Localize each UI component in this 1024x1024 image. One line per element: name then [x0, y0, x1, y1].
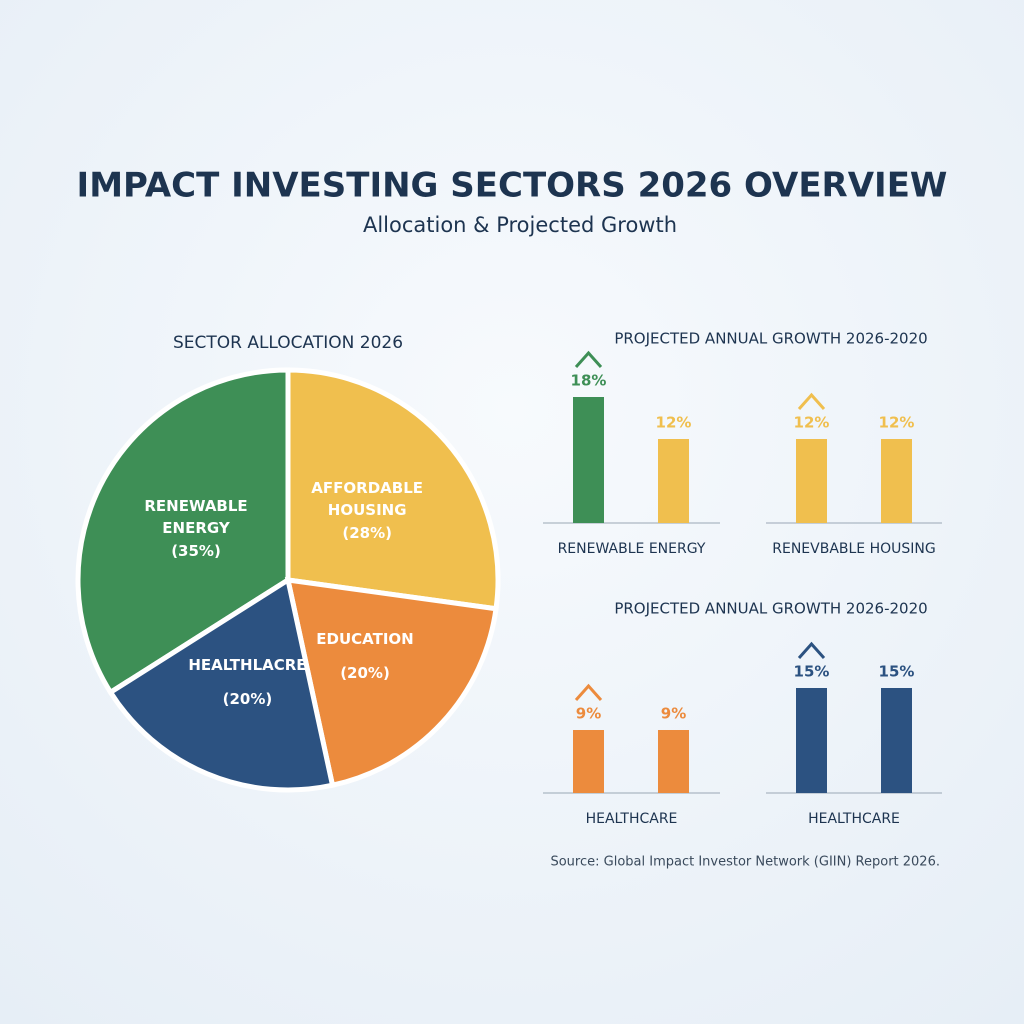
panel-title: PROJECTED ANNUAL GROWTH 2026-2020 [614, 600, 927, 618]
x-label: RENEVBABLE HOUSING [772, 541, 935, 557]
value-label: 15% [794, 663, 830, 681]
source: Source: Global Impact Investor Network (… [550, 855, 940, 870]
x-label: HEALTHCARE [586, 811, 678, 827]
value-label: 15% [879, 663, 915, 681]
slice-value: (35%) [171, 542, 221, 561]
slice-label: RENEWABLE ENERGY [144, 497, 248, 538]
subtitle: Allocation & Projected Growth [363, 213, 677, 237]
bar [881, 439, 912, 523]
bar [573, 397, 604, 523]
slice-label: EDUCATION [316, 630, 414, 649]
value-label: 12% [879, 414, 915, 432]
bar [796, 439, 827, 523]
pie-title: SECTOR ALLOCATION 2026 [173, 333, 403, 353]
value-label: 12% [794, 414, 830, 432]
bar [658, 730, 689, 793]
bar [881, 688, 912, 793]
slice-value: (28%) [342, 524, 392, 543]
caret [797, 641, 826, 659]
value-label: 9% [576, 705, 601, 723]
x-label: HEALTHCARE [808, 811, 900, 827]
value-label: 18% [571, 372, 607, 390]
title: IMPACT INVESTING SECTORS 2026 OVERVIEW [77, 166, 948, 206]
x-label: RENEWABLE ENERGY [558, 541, 706, 557]
caret [574, 683, 603, 701]
pie-slice [107, 575, 336, 793]
pie-slice [284, 577, 499, 789]
pie-slice [285, 367, 501, 612]
panel-title: PROJECTED ANNUAL GROWTH 2026-2020 [614, 330, 927, 348]
bar [796, 688, 827, 793]
slice-value: (20%) [340, 664, 390, 683]
slice-label: HEALTHLACRE [188, 655, 307, 674]
caret [574, 350, 603, 368]
bar [573, 730, 604, 793]
value-label: 9% [661, 705, 686, 723]
caret [797, 392, 826, 410]
slice-label: AFFORDABLE HOUSING [311, 479, 423, 520]
bar [658, 439, 689, 523]
slice-value: (20%) [222, 689, 273, 708]
value-label: 12% [656, 414, 692, 432]
